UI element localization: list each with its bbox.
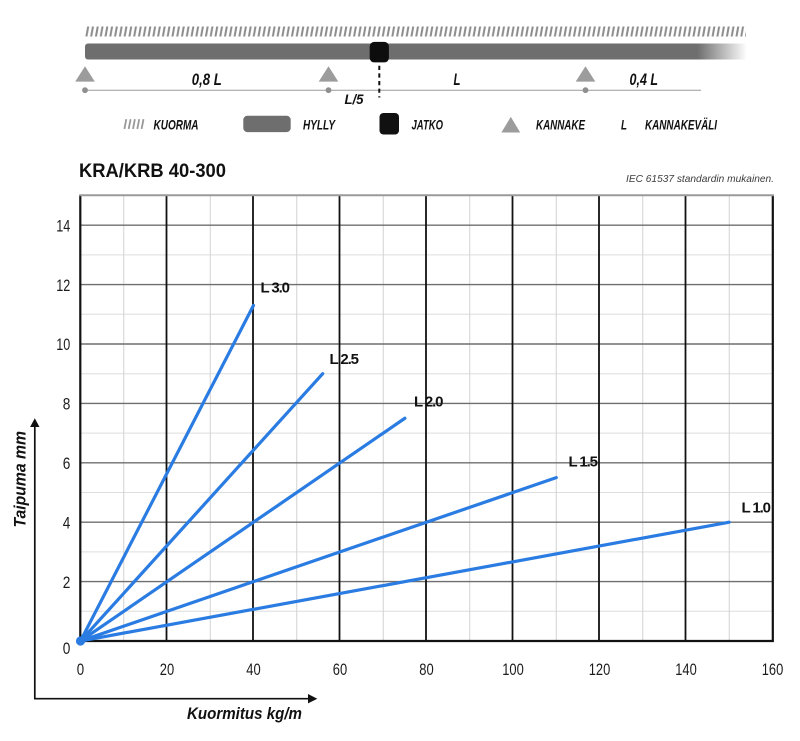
svg-text:L 3.0: L 3.0 [261,279,291,296]
svg-text:L/5: L/5 [345,92,364,107]
svg-text:IEC 61537 standardin mukainen.: IEC 61537 standardin mukainen. [626,173,774,185]
svg-text:KRA/KRB 40-300: KRA/KRB 40-300 [79,160,226,182]
svg-text:L 1.5: L 1.5 [569,453,599,470]
svg-text:4: 4 [63,513,71,532]
svg-text:160: 160 [762,660,784,679]
svg-text:20: 20 [160,660,174,679]
svg-text:L: L [621,116,627,132]
svg-text:KANNAKE: KANNAKE [536,116,585,132]
svg-text:JATKO: JATKO [412,116,444,132]
svg-text:60: 60 [333,660,347,679]
svg-text:0,4 L: 0,4 L [630,71,659,89]
svg-text:8: 8 [63,395,71,414]
svg-text:14: 14 [56,216,70,235]
svg-text:Taipuma mm: Taipuma mm [12,431,30,528]
svg-text:Kuormitus kg/m: Kuormitus kg/m [187,705,302,723]
svg-text:L 2.5: L 2.5 [330,351,360,368]
svg-text:140: 140 [675,660,697,679]
svg-text:2: 2 [63,573,71,592]
svg-text:L: L [454,71,461,89]
svg-text:100: 100 [502,660,524,679]
svg-text:10: 10 [56,335,70,354]
svg-text:KUORMA: KUORMA [154,116,199,132]
svg-text:6: 6 [63,454,71,473]
svg-text:HYLLY: HYLLY [303,116,336,132]
svg-text:120: 120 [589,660,611,679]
svg-text:0: 0 [77,660,84,679]
svg-text:40: 40 [246,660,260,679]
svg-text:80: 80 [419,660,433,679]
svg-text:L 2.0: L 2.0 [414,393,444,410]
svg-text:L 1.0: L 1.0 [742,499,772,516]
svg-text:12: 12 [56,276,70,295]
svg-text:0: 0 [63,639,71,658]
svg-text:KANNAKEVÄLI: KANNAKEVÄLI [645,116,718,132]
svg-text:0,8 L: 0,8 L [192,71,222,89]
